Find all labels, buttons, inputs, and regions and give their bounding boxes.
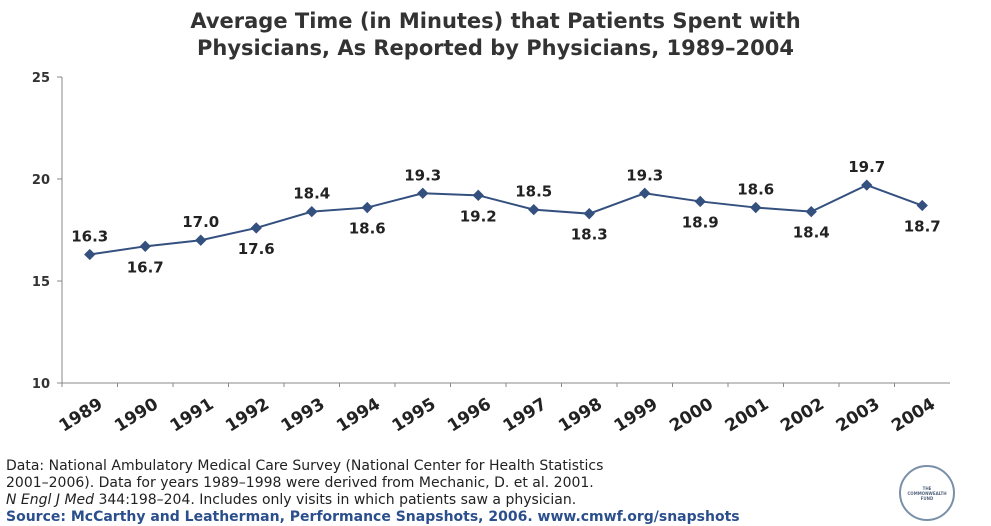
data-label: 16.3 <box>71 227 108 245</box>
x-tick-label: 1991 <box>167 394 218 436</box>
data-point <box>417 187 429 199</box>
x-tick-label: 2002 <box>777 394 828 436</box>
y-tick-label: 10 <box>32 377 50 392</box>
data-label: 19.7 <box>848 158 885 176</box>
x-tick-label: 2001 <box>722 394 773 436</box>
data-point <box>694 195 706 208</box>
data-point <box>639 187 651 199</box>
data-point <box>139 240 151 252</box>
data-label: 18.7 <box>904 218 941 236</box>
x-tick-label: 1994 <box>333 394 384 436</box>
x-tick-label: 1993 <box>278 394 329 436</box>
data-point <box>472 189 484 201</box>
commonwealth-fund-logo: THE COMMONWEALTH FUND <box>899 465 955 521</box>
note-line-2: 2001–2006). Data for years 1989–1998 wer… <box>6 475 594 491</box>
source-line: Source: McCarthy and Leatherman, Perform… <box>6 509 740 525</box>
data-label: 18.9 <box>682 213 719 231</box>
chart-title-line-2: Physicians, As Reported by Physicians, 1… <box>197 36 794 60</box>
x-tick-label: 1998 <box>555 394 606 436</box>
data-label: 18.4 <box>293 185 330 203</box>
data-label: 18.5 <box>515 183 552 201</box>
journal-name: N Engl J Med <box>6 492 95 508</box>
data-label: 18.3 <box>571 226 608 244</box>
data-label: 19.3 <box>404 166 441 184</box>
x-tick-label: 1992 <box>222 394 273 436</box>
note-line-3: N Engl J Med 344:198–204. Includes only … <box>6 492 886 509</box>
x-tick-label: 1995 <box>389 394 440 436</box>
data-point <box>250 222 262 234</box>
data-label: 18.6 <box>737 181 774 199</box>
y-tick-label: 25 <box>32 71 50 86</box>
x-axis-ticks: 1989 1990 1991 1992 1993 1994 1995 1996 1997 1998… <box>56 383 939 436</box>
x-tick-label: 1999 <box>611 394 662 436</box>
chart-title-line-1: Average Time (in Minutes) that Patients … <box>190 9 801 33</box>
data-label: 19.3 <box>626 166 663 184</box>
logo-text: THE COMMONWEALTH FUND <box>907 485 947 501</box>
y-tick-label: 20 <box>32 173 50 188</box>
data-points <box>84 179 928 261</box>
data-point <box>861 179 873 191</box>
data-point <box>84 248 96 261</box>
data-point <box>195 234 207 246</box>
y-tick-label: 15 <box>32 275 50 290</box>
data-label: 18.4 <box>793 224 830 242</box>
footnotes: Data: National Ambulatory Medical Care S… <box>6 458 886 526</box>
data-label: 16.7 <box>127 258 164 276</box>
x-tick-label: 2003 <box>833 394 884 436</box>
data-labels: 16.3 16.7 17.0 17.6 18.4 18.6 19.3 19.2 18.5 18.3… <box>71 158 941 276</box>
data-point <box>361 201 373 214</box>
x-tick-label: 2004 <box>888 394 939 436</box>
data-point <box>916 199 928 212</box>
x-tick-label: 1996 <box>444 394 495 436</box>
note-line-1: Data: National Ambulatory Medical Care S… <box>6 458 604 474</box>
x-tick-label: 2000 <box>666 394 717 436</box>
data-point <box>306 205 318 218</box>
series-line <box>89 184 923 256</box>
data-point <box>750 201 762 214</box>
x-tick-label: 1990 <box>111 394 162 436</box>
x-tick-label: 1989 <box>56 394 107 436</box>
data-label: 19.2 <box>460 207 497 225</box>
data-label: 18.6 <box>349 220 386 238</box>
x-tick-label: 1997 <box>500 394 551 436</box>
data-point <box>528 203 540 216</box>
data-point <box>805 205 817 218</box>
note-line-3-rest: 344:198–204. Includes only visits in whi… <box>94 492 577 508</box>
data-label: 17.6 <box>238 240 275 258</box>
data-point <box>583 208 595 220</box>
data-label: 17.0 <box>182 213 219 231</box>
y-axis-ticks: 10 15 20 25 <box>32 71 62 392</box>
chart-title: Average Time (in Minutes) that Patients … <box>0 8 991 62</box>
